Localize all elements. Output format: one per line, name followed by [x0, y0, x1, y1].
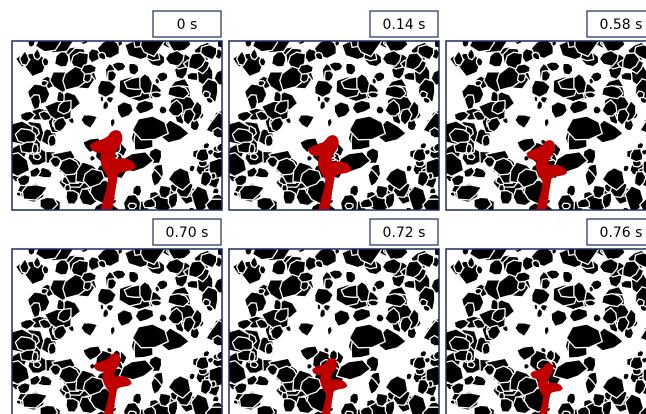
time-label: 0.14 s: [383, 17, 426, 33]
panel: [0, 235, 237, 414]
time-label: 0.76 s: [600, 225, 643, 241]
panel: [216, 27, 454, 219]
panel: [433, 235, 646, 414]
time-label: 0.72 s: [383, 225, 426, 241]
panel: [433, 27, 646, 219]
time-label: 0 s: [177, 17, 198, 33]
panel: [0, 27, 237, 219]
time-label: 0.58 s: [600, 17, 643, 33]
figure: 0 s 0.14 s 0.58 s 0.70 s 0.72 s 0.76 s: [0, 0, 646, 414]
page: 0 s0.14 s0.58 s0.70 s0.72 s0.76 s (() =>…: [0, 0, 646, 414]
time-label: 0.70 s: [166, 225, 209, 241]
panel: [216, 235, 454, 414]
